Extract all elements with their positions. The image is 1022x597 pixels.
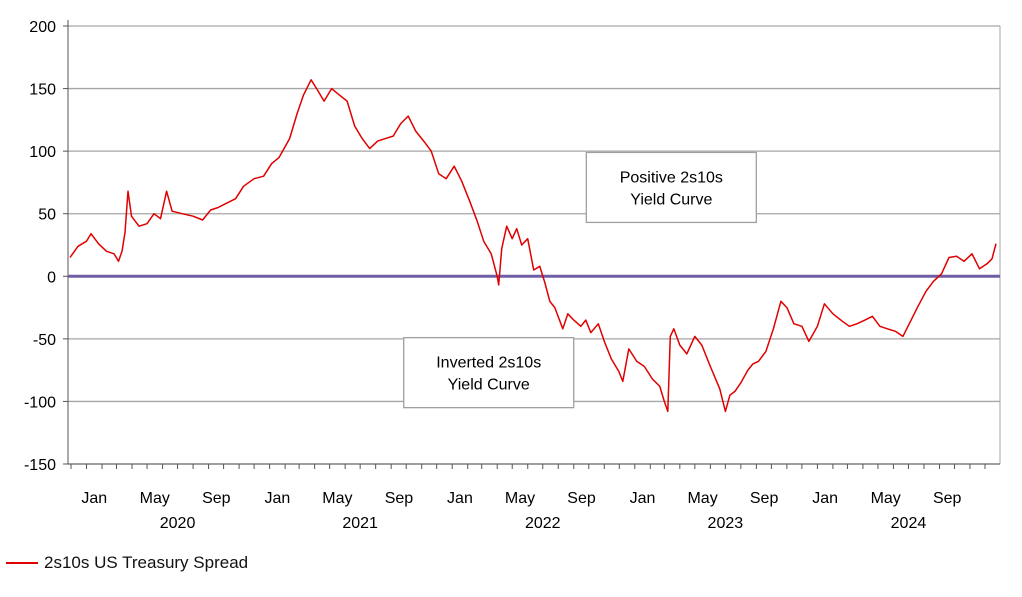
x-month-label: Jan: [447, 490, 473, 507]
y-tick-label: -50: [33, 332, 56, 349]
legend: 2s10s US Treasury Spread: [6, 552, 248, 574]
x-month-label: Jan: [264, 490, 290, 507]
y-tick-label: 200: [29, 19, 56, 36]
x-month-label: Sep: [750, 490, 779, 507]
annotation-text: Inverted 2s10s: [436, 355, 541, 372]
x-month-label: Jan: [812, 490, 838, 507]
x-month-label: May: [687, 490, 717, 507]
annotation-inverted: Inverted 2s10s Yield Curve: [403, 336, 575, 409]
y-tick-label: 0: [47, 269, 56, 286]
annotation-box: [403, 336, 575, 409]
x-month-label: May: [871, 490, 901, 507]
x-month-label: Sep: [567, 490, 596, 507]
y-tick-label: -150: [24, 457, 56, 474]
annotation-positive: Positive 2s10s Yield Curve: [585, 151, 757, 224]
y-tick-label: 100: [29, 144, 56, 161]
x-month-label: Jan: [630, 490, 656, 507]
x-month-label: Sep: [385, 490, 414, 507]
x-month-label: Jan: [81, 490, 107, 507]
series-group: [68, 79, 1000, 413]
x-axis: Jan May Sep Jan May Sep Jan May Sep Jan May Sep Jan M…: [68, 463, 1000, 532]
annotation-box: [585, 151, 757, 224]
y-axis: 200 150 100 50 0 -50 -100 -150: [24, 19, 69, 474]
x-year-label: 2024: [891, 515, 927, 532]
y-tick-label: -100: [24, 394, 56, 411]
annotation-text: Yield Curve: [448, 377, 530, 394]
annotations: Positive 2s10s Yield Curve Inverted 2s10s Y…: [403, 151, 757, 409]
x-month-label: Sep: [202, 490, 231, 507]
y-tick-label: 150: [29, 82, 56, 99]
x-month-label: May: [322, 490, 352, 507]
legend-swatch: [6, 562, 38, 564]
x-year-label: 2021: [342, 515, 378, 532]
x-month-label: May: [140, 490, 170, 507]
x-month-label: Sep: [933, 490, 962, 507]
x-year-label: 2020: [160, 515, 196, 532]
series-line-spread: [69, 79, 997, 413]
legend-label: 2s10s US Treasury Spread: [44, 553, 249, 572]
x-year-label: 2022: [525, 515, 561, 532]
y-tick-label: 50: [38, 207, 56, 224]
x-year-label: 2023: [708, 515, 744, 532]
annotation-text: Positive 2s10s: [620, 169, 723, 186]
annotation-text: Yield Curve: [630, 191, 712, 208]
x-month-label: May: [505, 490, 535, 507]
